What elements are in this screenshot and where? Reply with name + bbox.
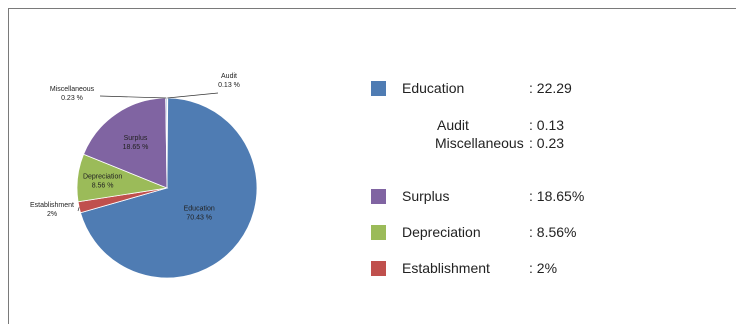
- data-label-establishment-name: Establishment: [30, 202, 74, 209]
- data-label-education-percent: 70.43 %: [186, 215, 212, 222]
- leader-line-miscellaneous: [100, 96, 166, 98]
- data-label-surplus-percent: 18.65 %: [123, 144, 149, 151]
- data-label-audit-percent: 0.13 %: [218, 82, 240, 89]
- leader-line-establishment: [78, 207, 79, 211]
- leader-line-audit: [167, 93, 218, 98]
- data-label-miscellaneous-name: Miscellaneous: [50, 86, 95, 93]
- data-label-depreciation-percent: 8.56 %: [92, 183, 114, 190]
- data-label-miscellaneous-percent: 0.23 %: [61, 95, 83, 102]
- data-label-establishment-percent: 2%: [47, 211, 57, 218]
- data-label-audit-name: Audit: [221, 73, 237, 80]
- data-label-education-name: Education: [184, 206, 215, 213]
- data-label-surplus-name: Surplus: [124, 135, 148, 142]
- data-label-depreciation-name: Depreciation: [83, 174, 122, 181]
